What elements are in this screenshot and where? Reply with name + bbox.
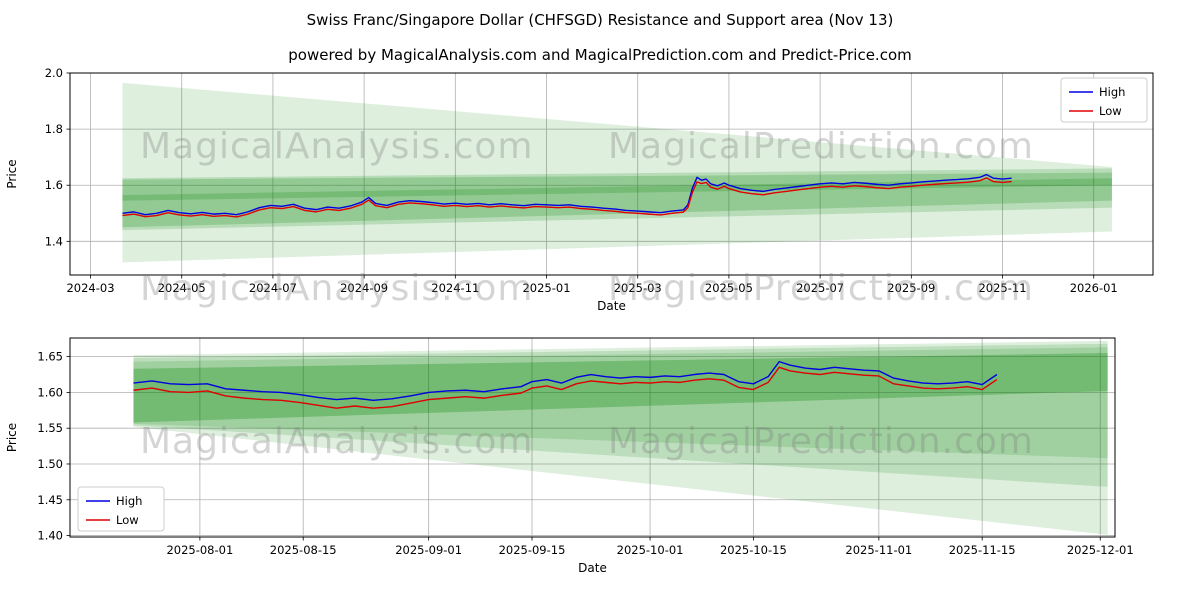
legend: High Low xyxy=(77,486,165,532)
series-low xyxy=(122,177,1012,218)
axis-ticks: 2024-03 2024-05 2024-07 2024-09 2024-11 2025-… xyxy=(45,66,1118,295)
legend: High Low xyxy=(1060,77,1148,123)
x-tick-label: 2025-12-01 xyxy=(1067,543,1134,557)
x-tick-label: 2024-09 xyxy=(340,281,388,295)
y-tick-label: 2.0 xyxy=(45,66,63,80)
series-high xyxy=(122,173,1012,216)
y-axis-label: Price xyxy=(5,159,19,188)
y-tick-label: 1.50 xyxy=(37,457,63,471)
y-tick-label: 1.40 xyxy=(37,529,63,543)
x-tick-label: 2024-11 xyxy=(431,281,479,295)
x-tick-label: 2025-11-15 xyxy=(949,543,1016,557)
y-tick-label: 1.6 xyxy=(45,178,63,192)
plot-frame xyxy=(69,337,1116,538)
x-tick-label: 2025-09-01 xyxy=(395,543,462,557)
x-tick-label: 2024-05 xyxy=(158,281,206,295)
x-tick-label: 2025-09-15 xyxy=(499,543,566,557)
y-tick-label: 1.8 xyxy=(45,122,63,136)
legend-label: Low xyxy=(1099,104,1122,118)
support-resistance-bands xyxy=(122,82,1112,263)
x-axis-label: Date xyxy=(578,561,607,575)
y-tick-label: 1.55 xyxy=(37,421,63,435)
x-axis-label: Date xyxy=(597,299,626,313)
price-lines xyxy=(133,360,998,409)
legend-label: High xyxy=(116,494,142,508)
x-tick-label: 2024-03 xyxy=(66,281,114,295)
plot-frame xyxy=(69,72,1154,276)
x-tick-label: 2025-01 xyxy=(522,281,570,295)
y-tick-label: 1.65 xyxy=(37,350,63,364)
main-price-chart: 2024-03 2024-05 2024-07 2024-09 2024-11 2025-… xyxy=(0,65,1200,315)
x-tick-label: 2025-11 xyxy=(978,281,1026,295)
y-tick-label: 1.45 xyxy=(37,493,63,507)
y-tick-label: 1.4 xyxy=(45,234,63,248)
x-tick-label: 2025-10-01 xyxy=(617,543,684,557)
y-axis-label: Price xyxy=(5,423,19,452)
chart-subtitle: powered by MagicalAnalysis.com and Magic… xyxy=(288,46,912,64)
chart-title: Swiss Franc/Singapore Dollar (CHFSGD) Re… xyxy=(306,11,894,29)
x-tick-label: 2026-01 xyxy=(1070,281,1118,295)
legend-label: High xyxy=(1099,85,1125,99)
axis-ticks: 2025-08-01 2025-08-15 2025-09-01 2025-09-15… xyxy=(37,350,1133,557)
legend-label: Low xyxy=(116,513,139,527)
x-tick-label: 2025-10-15 xyxy=(720,543,787,557)
x-tick-label: 2024-07 xyxy=(249,281,297,295)
recent-price-chart-svg: 2025-08-01 2025-08-15 2025-09-01 2025-09-15… xyxy=(5,337,1134,575)
main-price-chart-svg: 2024-03 2024-05 2024-07 2024-09 2024-11 2025-… xyxy=(5,66,1154,313)
support-resistance-bands xyxy=(133,340,1108,535)
gridlines xyxy=(70,338,1115,537)
x-tick-label: 2025-11-01 xyxy=(845,543,912,557)
price-lines xyxy=(122,173,1012,218)
x-tick-label: 2025-08-01 xyxy=(166,543,233,557)
recent-price-chart: 2025-08-01 2025-08-15 2025-09-01 2025-09-15… xyxy=(0,330,1200,587)
x-tick-label: 2025-08-15 xyxy=(270,543,337,557)
x-tick-label: 2025-03 xyxy=(614,281,662,295)
y-tick-label: 1.60 xyxy=(37,385,63,399)
series-high xyxy=(133,360,998,401)
x-tick-label: 2025-09 xyxy=(887,281,935,295)
x-tick-label: 2025-07 xyxy=(796,281,844,295)
series-low xyxy=(133,366,998,409)
x-tick-label: 2025-05 xyxy=(705,281,753,295)
